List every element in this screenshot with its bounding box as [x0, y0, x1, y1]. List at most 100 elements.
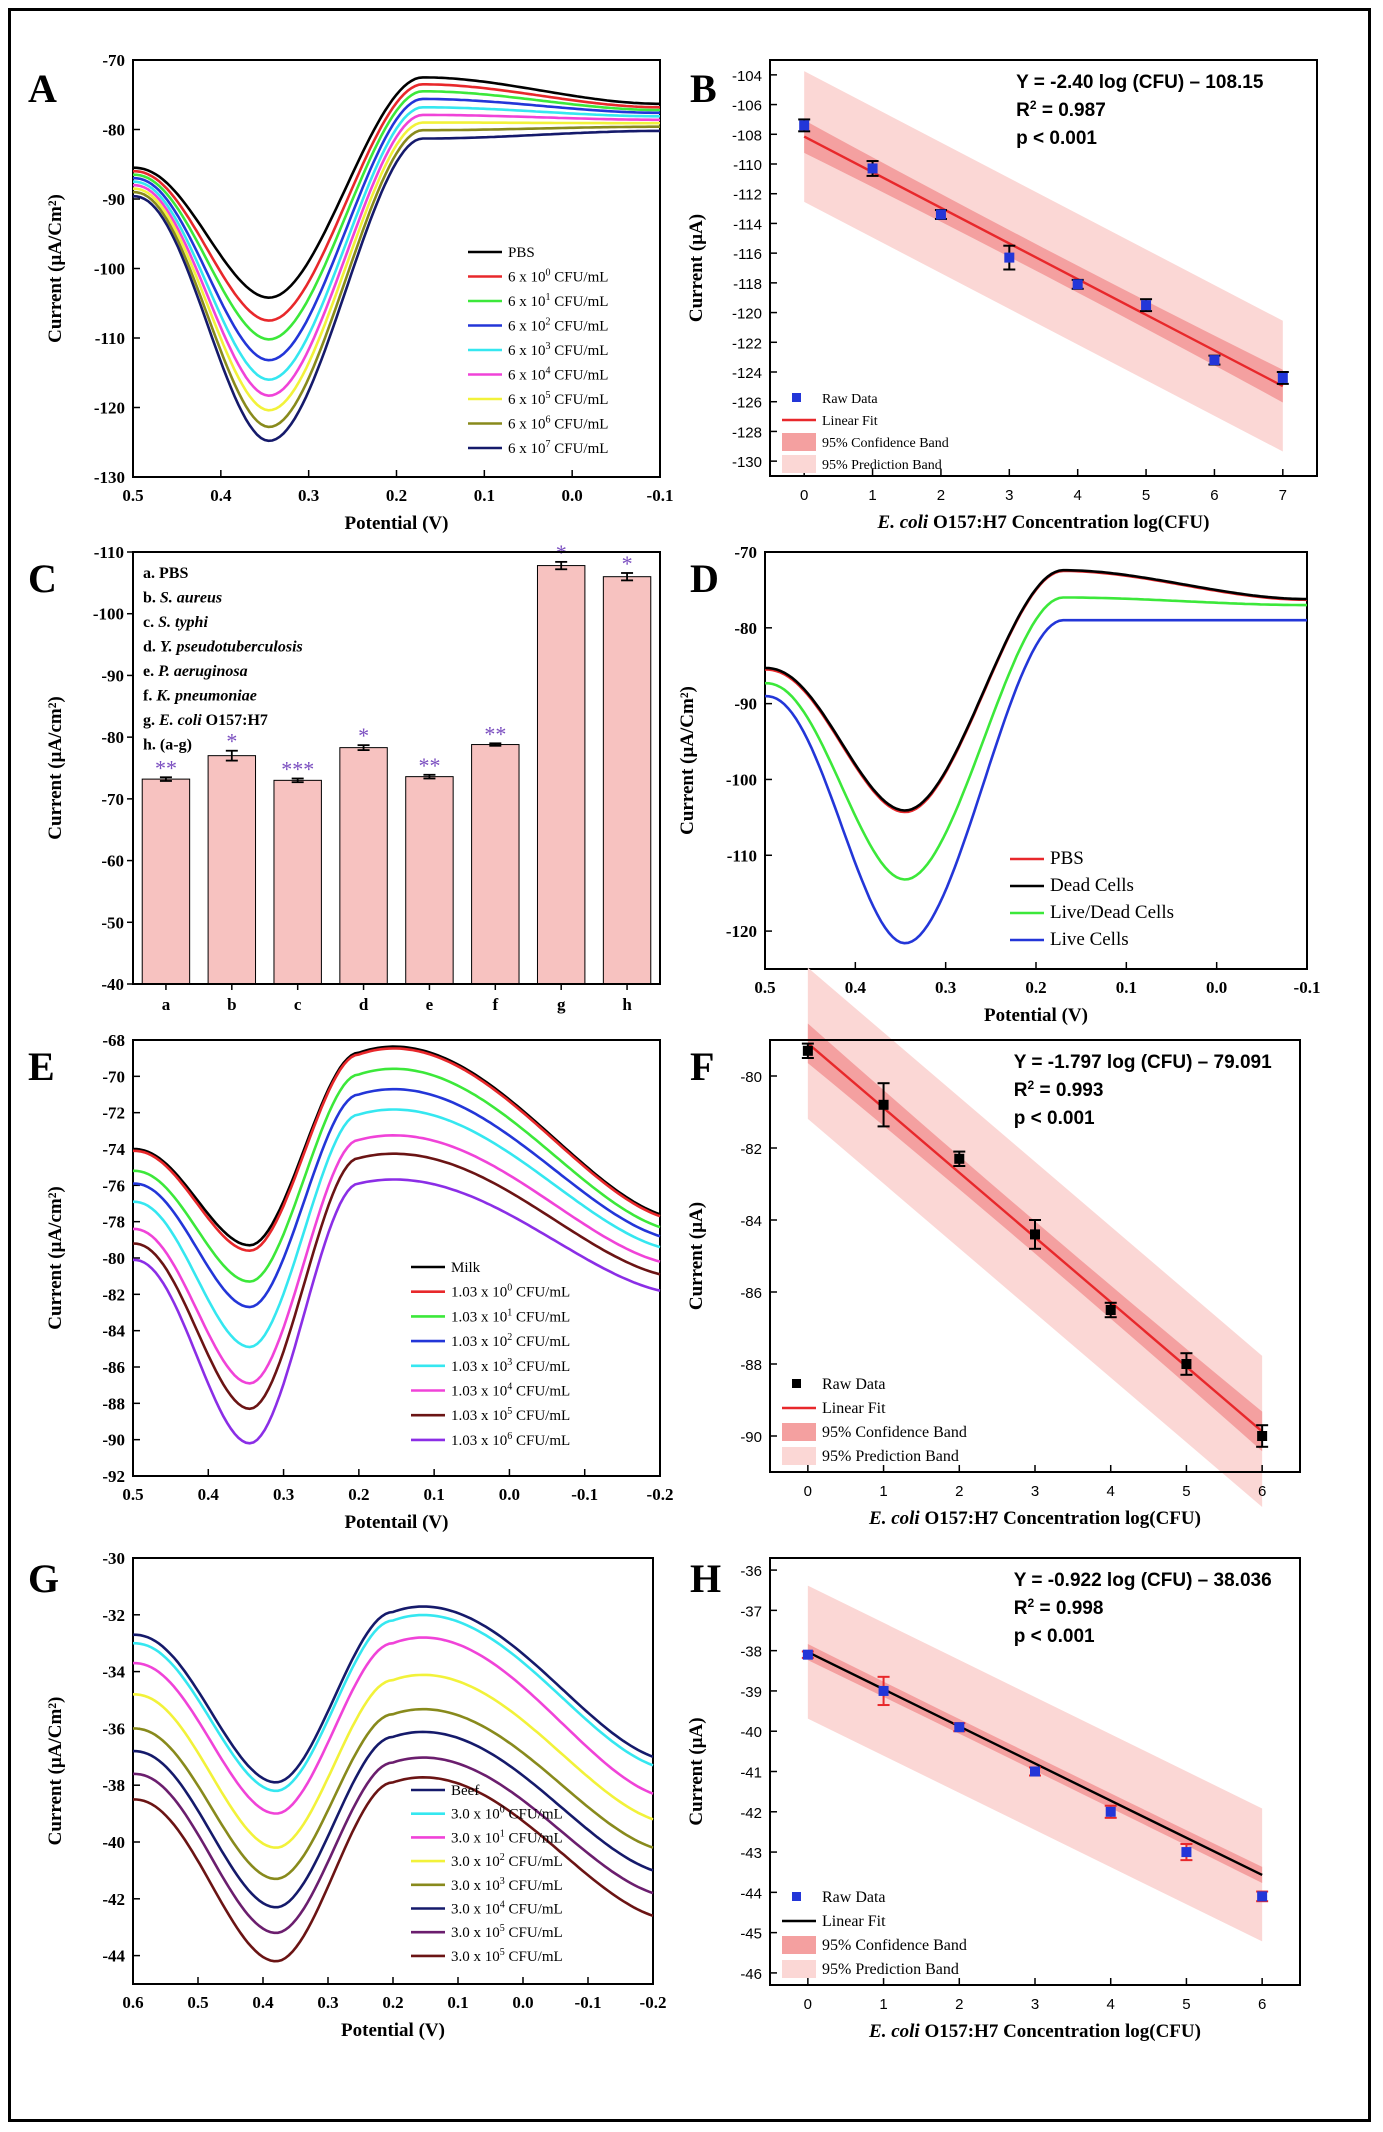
legend-label: 95% Confidence Band	[822, 1937, 967, 1954]
x-tick-label: 0.2	[386, 486, 407, 505]
legend-swatch	[782, 433, 816, 451]
y-tick-label: -80	[102, 1249, 125, 1268]
y-axis-label: Current (µA)	[686, 1717, 707, 1825]
bar	[141, 778, 191, 985]
data-point	[1072, 279, 1083, 290]
x-tick-label: 5	[1182, 1996, 1190, 2013]
legend-label: 95% Prediction Band	[822, 1961, 959, 1978]
y-tick-label: -112	[733, 187, 762, 204]
y-tick-label: -74	[102, 1140, 125, 1159]
series-line	[764, 569, 1308, 814]
x-tick-label: 0.2	[382, 1993, 403, 2012]
panel-D-axes-frame	[764, 551, 1308, 970]
x-tick-label: 0.6	[122, 1993, 143, 2012]
y-tick-label: -45	[740, 1926, 762, 1943]
y-axis-label: Current (µA/Cm²)	[45, 194, 66, 343]
x-tick-label: 0.4	[845, 978, 867, 997]
y-tick-label: -41	[740, 1765, 762, 1782]
series-line	[132, 1673, 654, 1849]
legend-label: Live/Dead Cells	[1050, 902, 1174, 923]
panel-letter-D: D	[690, 556, 719, 601]
data-point	[802, 1045, 813, 1056]
x-tick-label: 0.5	[754, 978, 775, 997]
x-tick-label: 1	[879, 1996, 887, 2013]
y-tick-label: -106	[732, 98, 762, 115]
significance-stars: *	[622, 551, 633, 576]
x-tick-label: h	[622, 995, 632, 1014]
p-value: p < 0.001	[1014, 1108, 1095, 1129]
panel-letter-F: F	[690, 1044, 714, 1089]
y-tick-label: -36	[102, 1719, 125, 1738]
legend-label: d. Y. pseudotuberculosis	[143, 639, 303, 656]
series-line	[132, 125, 660, 429]
x-tick-label: c	[294, 995, 302, 1014]
x-tick-label: 3	[1031, 1483, 1039, 1500]
x-tick-label: 4	[1074, 487, 1082, 504]
data-point	[1105, 1806, 1116, 1817]
series-line	[132, 1605, 654, 1784]
y-tick-label: -120	[732, 306, 762, 323]
legend-label: 95% Prediction Band	[822, 1448, 959, 1465]
r-squared: R2 = 0.993	[1014, 1078, 1104, 1101]
series-line	[764, 596, 1307, 881]
data-point	[1030, 1229, 1040, 1240]
y-tick-label: -46	[740, 1966, 762, 1983]
legend-swatch	[782, 455, 816, 473]
x-tick-label: 0.1	[1116, 978, 1137, 997]
panel-D: -70 -80 -90 -100 -110 -120 0.5 0.4 0.3 0.2 0.1 0.0 -…	[677, 543, 1320, 1026]
data-point	[878, 1099, 889, 1110]
y-tick-label: -110	[733, 157, 762, 174]
y-tick-label: -40	[102, 1833, 125, 1852]
series-line	[132, 113, 660, 398]
legend-label: Linear Fit	[822, 414, 878, 429]
y-tick-label: -110	[727, 846, 757, 865]
legend-label: c. S. typhi	[143, 614, 208, 631]
y-tick-label: -78	[102, 1213, 125, 1232]
bar	[602, 576, 652, 985]
y-tick-label: -38	[740, 1644, 762, 1661]
x-tick-label: 6	[1258, 1996, 1266, 2013]
y-tick-label: -50	[101, 913, 124, 932]
data-point	[878, 1685, 889, 1696]
y-tick-label: -118	[733, 276, 762, 293]
x-tick-label: 0.3	[273, 1485, 294, 1504]
series-line	[132, 121, 660, 412]
x-tick-label: 0.5	[122, 1485, 143, 1504]
x-tick-label: 3	[1031, 1996, 1039, 2013]
x-tick-label: 0.0	[512, 1993, 533, 2012]
y-tick-label: -120	[726, 922, 757, 941]
x-tick-label: 0.4	[210, 486, 232, 505]
legend-label: 1.03 x 103 CFU/mL	[451, 1357, 570, 1375]
bar	[273, 779, 322, 985]
data-point	[1141, 300, 1152, 311]
x-tick-label: 5	[1182, 1483, 1190, 1500]
significance-stars: *	[226, 729, 237, 754]
data-point	[954, 1153, 965, 1164]
data-point	[1257, 1431, 1268, 1441]
x-tick-label: 0.5	[187, 1993, 208, 2012]
panel-E-axes-frame	[132, 1039, 661, 1477]
linear-fit-line	[803, 135, 1284, 388]
legend-label: Beef	[451, 1783, 479, 1799]
data-point	[1030, 1766, 1040, 1777]
series-line	[132, 1087, 661, 1309]
x-tick-label: -0.1	[647, 486, 674, 505]
y-axis-label: Current (µA/Cm²)	[677, 686, 698, 835]
x-axis-label: Potentail (V)	[345, 1512, 449, 1533]
y-tick-label: -70	[102, 1067, 125, 1086]
legend-label: h. (a-g)	[143, 737, 192, 754]
y-tick-label: -122	[732, 335, 762, 352]
legend-label: Dead Cells	[1050, 875, 1134, 896]
y-tick-label: -110	[95, 329, 125, 348]
x-tick-label: 0.3	[317, 1993, 338, 2012]
x-tick-label: 5	[1142, 487, 1150, 504]
series-line	[132, 106, 660, 382]
legend-label: 95% Confidence Band	[822, 436, 949, 451]
y-tick-label: -120	[94, 399, 125, 418]
bar	[471, 744, 520, 985]
legend-label: Milk	[451, 1260, 481, 1276]
x-tick-label: 0.3	[935, 978, 956, 997]
y-tick-label: -80	[102, 121, 125, 140]
data-point	[1004, 252, 1015, 263]
